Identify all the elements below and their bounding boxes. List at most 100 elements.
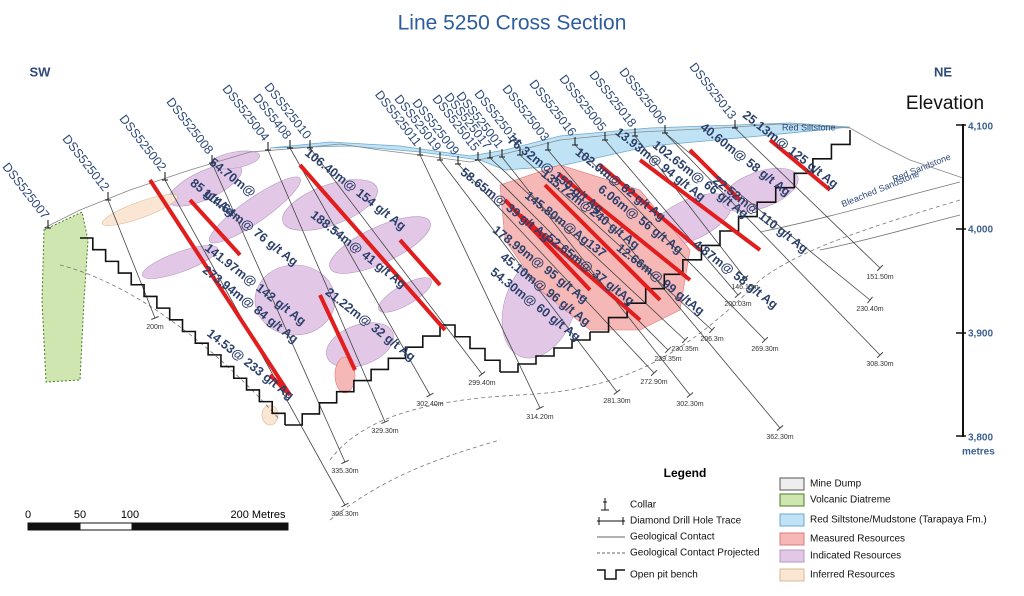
drill-trace <box>489 157 686 341</box>
drill-trace <box>604 139 739 296</box>
unit-label: Red Sandstone <box>891 152 952 185</box>
depth-label: 269.30m <box>751 346 778 353</box>
hole-label: DSS525007 <box>0 160 52 222</box>
intercept-interval <box>598 163 702 252</box>
depth-label: 239.35m <box>654 356 681 363</box>
elevation-unit: metres <box>962 447 995 458</box>
scale-tick-label: 0 <box>25 509 31 521</box>
legend-item: Red Siltstone/Mudstone (Tarapaya Fm.) <box>810 515 987 526</box>
legend-item: Geological Contact Projected <box>630 548 760 559</box>
trace-end <box>341 459 349 465</box>
trace-end <box>381 419 389 425</box>
intercept-interval <box>768 138 832 192</box>
volcanic-diatreme <box>41 211 89 383</box>
hole-label: DSS525008 <box>164 95 217 157</box>
title: Line 5250 Cross Section <box>398 12 627 35</box>
legend-item: Diamond Drill Hole Trace <box>630 516 742 527</box>
intercept-interval <box>188 198 242 257</box>
trace-end <box>686 392 694 398</box>
collar <box>45 220 51 229</box>
depth-label: 302.30m <box>676 401 703 408</box>
collar <box>265 142 271 151</box>
depth-label: 362.30m <box>766 434 793 441</box>
trace-end <box>664 346 672 354</box>
legend-item: Geological Contact <box>630 532 715 543</box>
trace-end <box>776 425 784 431</box>
drill-trace <box>734 127 881 269</box>
drill-trace <box>574 144 766 341</box>
intercept-interval <box>543 183 662 302</box>
elevation-tick-label: 4,000 <box>968 225 993 236</box>
depth-label: 230.40m <box>856 306 883 313</box>
geological-contacts <box>759 181 961 251</box>
pit-bench <box>590 130 851 333</box>
scale-label: 200 Metres <box>230 509 286 521</box>
open-pit-bench <box>80 130 851 426</box>
ne-label: NE <box>934 64 952 79</box>
trace-end <box>650 369 658 377</box>
intercept-interval <box>518 213 642 322</box>
drill-trace <box>519 154 713 331</box>
pit-bench <box>80 237 286 425</box>
scale-tick-label: 50 <box>74 509 86 521</box>
drill-trace <box>107 199 156 319</box>
trace-end <box>341 502 349 508</box>
trace-end <box>708 326 716 334</box>
depth-label: 200m <box>146 324 164 331</box>
collar <box>105 192 111 201</box>
depth-label: 230.35m <box>671 346 698 353</box>
hole-label: DSS525002 <box>117 112 170 174</box>
drill-trace <box>419 154 541 409</box>
intercept-interval <box>268 373 292 397</box>
trace-end <box>741 275 749 281</box>
depth-label: 335.30m <box>331 468 358 475</box>
drill-trace <box>664 132 881 356</box>
pit-bench <box>285 325 441 426</box>
intercept-interval <box>298 163 447 332</box>
trace-end <box>613 389 621 395</box>
depth-label: 151.50m <box>866 274 893 281</box>
pit-bench <box>500 332 591 373</box>
trace-end <box>426 392 434 398</box>
legend-icons <box>597 477 805 582</box>
intercept-interval <box>398 238 442 287</box>
scale-bar <box>27 522 289 531</box>
trace-end <box>867 296 873 304</box>
intercept-interval <box>558 173 692 282</box>
topography <box>43 123 964 229</box>
trace-end <box>734 292 742 298</box>
trace-end <box>876 264 884 272</box>
trace-end <box>536 405 544 411</box>
drill-trace <box>267 149 386 423</box>
scale-tick-label: 100 <box>121 509 139 521</box>
elevation-tick-label: 3,800 <box>968 433 993 444</box>
depth-label: 302.40m <box>416 401 443 408</box>
sw-label: SW <box>30 64 52 79</box>
legend-title: Legend <box>664 466 707 480</box>
drill-trace <box>457 163 655 374</box>
drill-trace <box>309 147 483 375</box>
trace-end <box>681 336 689 344</box>
trace-end <box>876 351 884 359</box>
depth-label: 272.90m <box>640 379 667 386</box>
depth-label: 146.15m <box>731 284 758 291</box>
intercept-interval <box>318 294 357 371</box>
depth-label: 329.30m <box>371 428 398 435</box>
intercept-interval <box>148 178 292 397</box>
depth-label: 308.30m <box>866 361 893 368</box>
elevation-title: Elevation <box>906 93 984 114</box>
pit-bench <box>440 324 501 372</box>
trace-end <box>151 316 159 320</box>
inferred-resources <box>102 194 279 426</box>
measured-resources <box>334 164 691 394</box>
hole-label: DSS525012 <box>60 132 113 194</box>
drill-trace <box>501 156 691 396</box>
unit-label: Red Siltstone <box>782 122 836 132</box>
legend-item: Measured Resources <box>810 534 905 545</box>
intercept-interval <box>688 148 742 202</box>
collar <box>732 120 738 129</box>
trace-end <box>761 336 769 344</box>
depth-label: 308.30m <box>331 511 358 518</box>
legend-item: Open pit bench <box>630 570 698 581</box>
